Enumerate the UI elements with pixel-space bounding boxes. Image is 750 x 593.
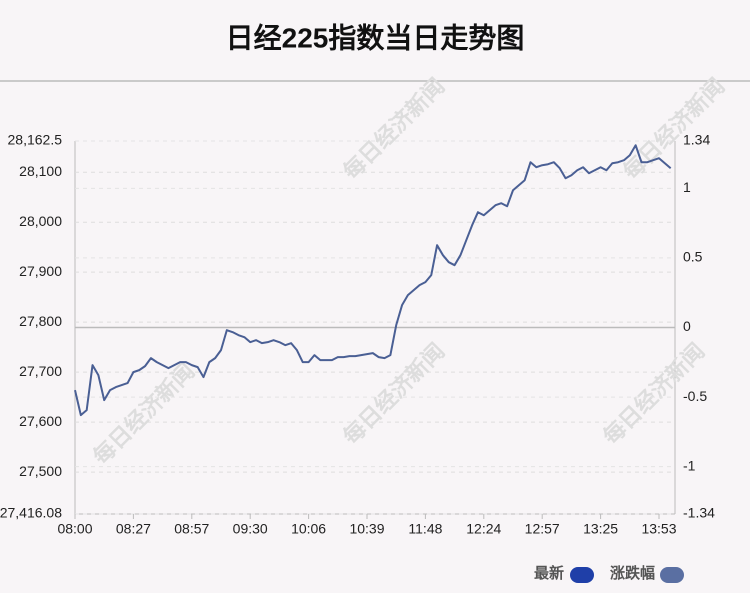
- legend-label: 涨跌幅: [610, 564, 655, 582]
- x-tick-label: 10:06: [291, 521, 326, 537]
- watermark: 每日经济新闻: [618, 73, 729, 184]
- y-tick-label: 27,700: [19, 363, 62, 379]
- y2-tick-label: -1.34: [683, 505, 715, 521]
- legend-label: 最新: [534, 564, 564, 582]
- y-tick-label: 28,000: [19, 213, 62, 229]
- chart-title: 日经225指数当日走势图: [226, 21, 525, 53]
- x-tick-label: 13:53: [641, 521, 676, 537]
- x-tick-label: 13:25: [583, 521, 618, 537]
- x-tick-label: 08:57: [174, 521, 209, 537]
- x-tick-label: 12:57: [525, 521, 560, 537]
- y2-tick-label: -0.5: [683, 388, 707, 404]
- y2-tick-label: -1: [683, 457, 696, 473]
- price-line: [74, 144, 672, 417]
- y2-tick-label: 0: [683, 318, 691, 334]
- y-tick-label: 27,416.08: [0, 505, 62, 521]
- legend-swatch: [570, 567, 594, 583]
- y-tick-label: 27,800: [19, 313, 62, 329]
- y2-tick-label: 0.5: [683, 249, 703, 265]
- x-tick-label: 08:00: [57, 521, 92, 537]
- y2-tick-label: 1.34: [683, 132, 710, 148]
- legend-swatch: [660, 567, 684, 583]
- x-tick-label: 10:39: [349, 521, 384, 537]
- y-tick-label: 27,500: [19, 463, 62, 479]
- watermark: 每日经济新闻: [338, 73, 449, 184]
- y-tick-label: 27,900: [19, 263, 62, 279]
- x-tick-label: 09:30: [233, 521, 268, 537]
- y-tick-label: 27,600: [19, 413, 62, 429]
- watermark: 每日经济新闻: [88, 358, 199, 469]
- y-tick-label: 28,162.5: [8, 132, 63, 148]
- watermark: 每日经济新闻: [338, 338, 449, 449]
- x-tick-label: 08:27: [116, 521, 151, 537]
- y2-tick-label: 1: [683, 179, 691, 195]
- y-tick-label: 28,100: [19, 163, 62, 179]
- x-tick-label: 11:48: [408, 521, 442, 537]
- x-tick-label: 12:24: [466, 521, 501, 537]
